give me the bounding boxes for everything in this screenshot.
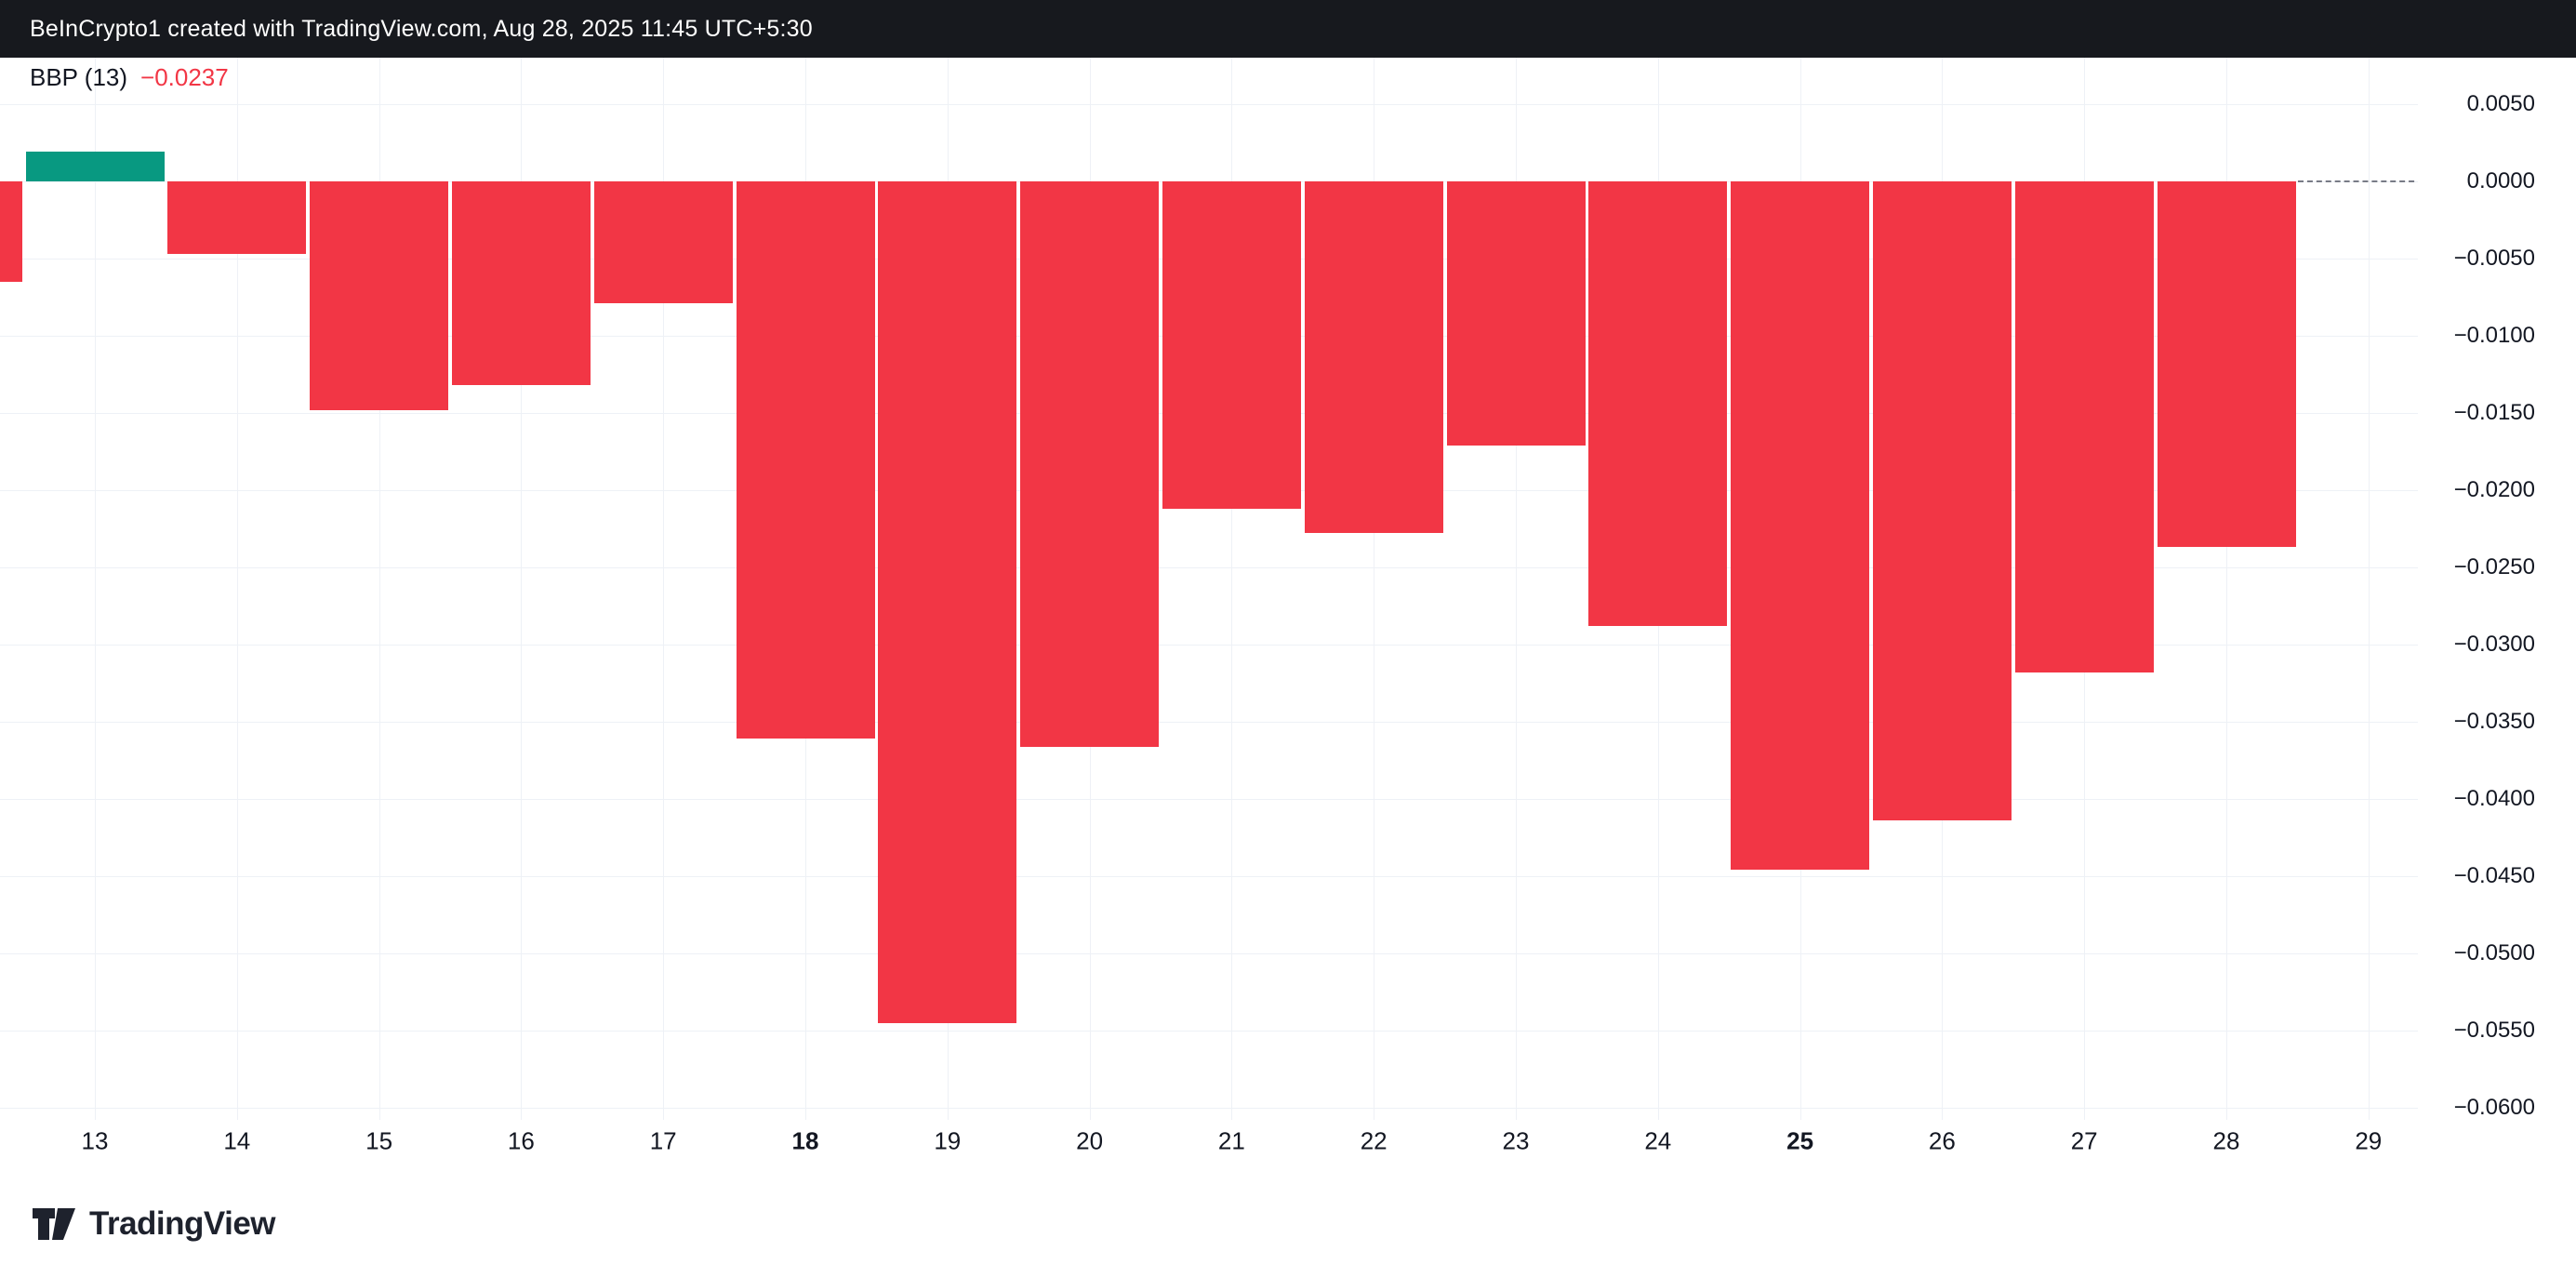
histogram-bar-day-18 — [736, 181, 875, 739]
price-axis-label: −0.0150 — [2453, 400, 2535, 425]
grid-line-horizontal — [0, 645, 2418, 646]
price-axis[interactable]: 0.0050 0.0000 −0.0050 −0.0100 −0.0150 −0.0200… — [2418, 58, 2576, 1137]
grid-line-vertical — [2368, 58, 2370, 1120]
grid-line-vertical — [95, 58, 96, 1120]
price-axis-label: −0.0300 — [2453, 632, 2535, 657]
time-axis-label: 28 — [2212, 1126, 2240, 1155]
time-axis-label: 25 — [1786, 1126, 1814, 1155]
histogram-bar-day-19 — [878, 181, 1017, 1023]
histogram-bar-day-15 — [310, 181, 449, 410]
histogram-bar-day-20 — [1020, 181, 1160, 747]
plot-area[interactable] — [0, 58, 2418, 1120]
price-axis-label: −0.0250 — [2453, 554, 2535, 579]
histogram-bar-day-12 — [0, 181, 22, 282]
price-axis-label: −0.0500 — [2453, 940, 2535, 965]
indicator-name: BBP (13) — [30, 63, 128, 91]
histogram-bar-day-27 — [2014, 181, 2154, 672]
price-axis-label: −0.0550 — [2453, 1018, 2535, 1043]
grid-line-horizontal — [0, 1108, 2418, 1109]
histogram-bar-day-16 — [451, 181, 591, 386]
time-axis-label: 14 — [223, 1126, 251, 1155]
grid-line-horizontal — [0, 567, 2418, 568]
price-axis-label: −0.0100 — [2453, 323, 2535, 348]
time-axis[interactable]: 13 14 15 16 17 18 19 20 21 22 23 24 25 26 27 28 29 — [0, 1120, 2418, 1163]
grid-line-horizontal — [0, 799, 2418, 800]
chart-container: 0.0050 0.0000 −0.0050 −0.0100 −0.0150 −0.0200… — [0, 58, 2576, 1278]
price-axis-label: −0.0600 — [2453, 1095, 2535, 1120]
price-axis-label: −0.0350 — [2453, 709, 2535, 734]
time-axis-label: 29 — [2355, 1126, 2383, 1155]
tradingview-logo[interactable]: TradingView — [33, 1204, 276, 1245]
price-axis-label: −0.0200 — [2453, 477, 2535, 502]
histogram-bar-day-23 — [1446, 181, 1586, 446]
time-axis-label: 20 — [1076, 1126, 1104, 1155]
grid-line-vertical — [236, 58, 238, 1120]
time-axis-label: 22 — [1360, 1126, 1388, 1155]
time-axis-label: 15 — [365, 1126, 393, 1155]
time-axis-label: 26 — [1928, 1126, 1956, 1155]
histogram-bar-day-13 — [25, 152, 165, 181]
grid-line-horizontal — [0, 722, 2418, 723]
indicator-legend[interactable]: BBP (13) −0.0237 — [30, 63, 229, 91]
grid-line-vertical — [521, 58, 523, 1120]
price-axis-label: 0.0000 — [2466, 168, 2535, 193]
grid-line-horizontal — [0, 104, 2418, 105]
histogram-bar-day-24 — [1588, 181, 1728, 627]
time-axis-label: 23 — [1502, 1126, 1530, 1155]
histogram-bar-day-21 — [1162, 181, 1301, 509]
tradingview-logo-icon — [33, 1208, 75, 1240]
price-axis-label: −0.0450 — [2453, 863, 2535, 888]
grid-line-vertical — [378, 58, 380, 1120]
histogram-bar-day-14 — [167, 181, 307, 255]
time-axis-label: 24 — [1644, 1126, 1672, 1155]
grid-line-vertical — [663, 58, 665, 1120]
histogram-bar-day-28 — [2157, 181, 2296, 548]
histogram-bar-day-25 — [1731, 181, 1870, 871]
indicator-value: −0.0237 — [140, 63, 229, 91]
price-axis-label: −0.0050 — [2453, 246, 2535, 271]
header-title: BeInCrypto1 created with TradingView.com… — [30, 15, 813, 42]
header-bar: BeInCrypto1 created with TradingView.com… — [0, 0, 2576, 58]
time-axis-label: 27 — [2070, 1126, 2098, 1155]
time-axis-label: 19 — [934, 1126, 962, 1155]
tradingview-logo-text: TradingView — [89, 1205, 276, 1242]
time-axis-label: 13 — [81, 1126, 109, 1155]
histogram-bar-day-22 — [1304, 181, 1443, 534]
grid-line-horizontal — [0, 953, 2418, 954]
price-axis-label: −0.0400 — [2453, 786, 2535, 811]
grid-line-vertical — [1231, 58, 1233, 1120]
histogram-bar-day-17 — [593, 181, 733, 304]
time-axis-label: 16 — [507, 1126, 535, 1155]
grid-line-vertical — [2226, 58, 2227, 1120]
time-axis-label: 18 — [791, 1126, 819, 1155]
time-axis-label: 17 — [649, 1126, 677, 1155]
grid-line-horizontal — [0, 1031, 2418, 1032]
histogram-bar-day-26 — [1872, 181, 2012, 821]
zero-level-dashed-line — [2297, 180, 2418, 182]
grid-line-horizontal — [0, 876, 2418, 877]
grid-line-vertical — [1516, 58, 1517, 1120]
time-axis-label: 21 — [1217, 1126, 1245, 1155]
price-axis-label: 0.0050 — [2466, 91, 2535, 116]
